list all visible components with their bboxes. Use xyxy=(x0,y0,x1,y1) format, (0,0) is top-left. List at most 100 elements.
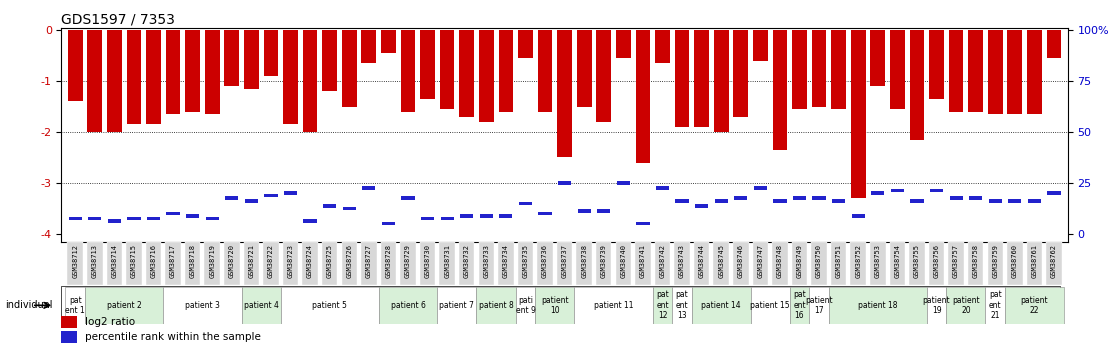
Bar xyxy=(284,191,297,195)
Bar xyxy=(1007,30,1022,114)
Bar xyxy=(499,30,513,112)
Bar xyxy=(264,30,278,76)
Bar xyxy=(617,181,629,185)
Text: pati
ent 9: pati ent 9 xyxy=(515,296,536,315)
FancyBboxPatch shape xyxy=(420,241,435,285)
Text: GSM38749: GSM38749 xyxy=(796,244,803,278)
FancyBboxPatch shape xyxy=(106,241,122,285)
Text: GSM38760: GSM38760 xyxy=(1012,244,1017,278)
FancyBboxPatch shape xyxy=(361,241,377,285)
Bar xyxy=(88,217,102,220)
FancyBboxPatch shape xyxy=(674,241,690,285)
FancyBboxPatch shape xyxy=(616,241,631,285)
FancyBboxPatch shape xyxy=(1007,241,1023,285)
Text: GSM38746: GSM38746 xyxy=(738,244,743,278)
Bar xyxy=(61,331,77,344)
Text: GSM38723: GSM38723 xyxy=(287,244,294,278)
FancyBboxPatch shape xyxy=(459,241,474,285)
FancyBboxPatch shape xyxy=(851,241,866,285)
Text: patient
20: patient 20 xyxy=(953,296,979,315)
Bar xyxy=(949,30,964,112)
Bar xyxy=(596,30,612,122)
FancyBboxPatch shape xyxy=(437,287,476,324)
Bar xyxy=(205,30,219,114)
Text: patient 7: patient 7 xyxy=(439,301,474,310)
FancyBboxPatch shape xyxy=(575,287,653,324)
Bar xyxy=(264,194,277,197)
Text: GSM38726: GSM38726 xyxy=(347,244,352,278)
FancyBboxPatch shape xyxy=(241,287,281,324)
Bar xyxy=(362,186,376,190)
Text: GSM38716: GSM38716 xyxy=(151,244,157,278)
FancyBboxPatch shape xyxy=(224,241,239,285)
Text: GSM38744: GSM38744 xyxy=(699,244,704,278)
Bar xyxy=(126,30,141,124)
FancyBboxPatch shape xyxy=(205,241,220,285)
FancyBboxPatch shape xyxy=(870,241,885,285)
Bar xyxy=(107,30,122,132)
FancyBboxPatch shape xyxy=(380,241,396,285)
Bar xyxy=(910,30,925,140)
Bar xyxy=(969,196,983,200)
Text: GSM38734: GSM38734 xyxy=(503,244,509,278)
Bar xyxy=(225,196,238,200)
FancyBboxPatch shape xyxy=(890,241,906,285)
Bar xyxy=(381,30,396,53)
Text: patient 18: patient 18 xyxy=(858,301,898,310)
Bar xyxy=(167,212,180,215)
FancyBboxPatch shape xyxy=(67,241,83,285)
FancyBboxPatch shape xyxy=(538,241,552,285)
Bar xyxy=(557,30,572,157)
FancyBboxPatch shape xyxy=(61,286,1060,324)
Text: GSM38755: GSM38755 xyxy=(913,244,920,278)
Text: GSM38761: GSM38761 xyxy=(1032,244,1038,278)
Text: GSM38741: GSM38741 xyxy=(639,244,646,278)
Text: GSM38722: GSM38722 xyxy=(268,244,274,278)
FancyBboxPatch shape xyxy=(812,241,827,285)
Bar xyxy=(774,199,787,203)
Text: GSM38714: GSM38714 xyxy=(112,244,117,278)
Text: GSM38738: GSM38738 xyxy=(581,244,587,278)
Text: GSM38737: GSM38737 xyxy=(561,244,568,278)
Bar xyxy=(206,217,219,220)
FancyBboxPatch shape xyxy=(479,241,494,285)
Text: GSM38754: GSM38754 xyxy=(894,244,900,278)
Bar xyxy=(322,30,337,91)
FancyBboxPatch shape xyxy=(281,287,379,324)
Bar xyxy=(635,30,651,162)
Text: GSM38713: GSM38713 xyxy=(92,244,97,278)
Text: GSM38739: GSM38739 xyxy=(600,244,607,278)
FancyBboxPatch shape xyxy=(809,287,828,324)
Text: GSM38724: GSM38724 xyxy=(307,244,313,278)
FancyBboxPatch shape xyxy=(400,241,416,285)
Text: pat
ent
21: pat ent 21 xyxy=(989,290,1002,320)
Text: GSM38718: GSM38718 xyxy=(190,244,196,278)
Text: GSM38731: GSM38731 xyxy=(444,244,451,278)
Bar xyxy=(832,199,845,203)
Text: GSM38717: GSM38717 xyxy=(170,244,176,278)
Bar xyxy=(245,199,258,203)
Bar xyxy=(400,30,415,112)
Bar xyxy=(342,30,357,107)
Bar xyxy=(733,30,748,117)
FancyBboxPatch shape xyxy=(733,241,749,285)
Text: GSM38756: GSM38756 xyxy=(934,244,939,278)
Bar xyxy=(342,207,356,210)
FancyBboxPatch shape xyxy=(518,241,533,285)
Bar xyxy=(949,196,963,200)
FancyBboxPatch shape xyxy=(596,241,612,285)
FancyBboxPatch shape xyxy=(946,287,985,324)
FancyBboxPatch shape xyxy=(927,287,946,324)
Bar xyxy=(1027,199,1041,203)
Bar xyxy=(675,199,689,203)
Text: percentile rank within the sample: percentile rank within the sample xyxy=(85,332,260,342)
Text: pat
ent
16: pat ent 16 xyxy=(793,290,806,320)
Bar xyxy=(871,30,885,86)
Text: patient 11: patient 11 xyxy=(594,301,633,310)
Bar xyxy=(127,217,141,220)
Text: patient 8: patient 8 xyxy=(479,301,513,310)
FancyBboxPatch shape xyxy=(672,287,692,324)
Bar xyxy=(479,30,494,122)
FancyBboxPatch shape xyxy=(515,287,536,324)
Text: GSM38727: GSM38727 xyxy=(366,244,372,278)
